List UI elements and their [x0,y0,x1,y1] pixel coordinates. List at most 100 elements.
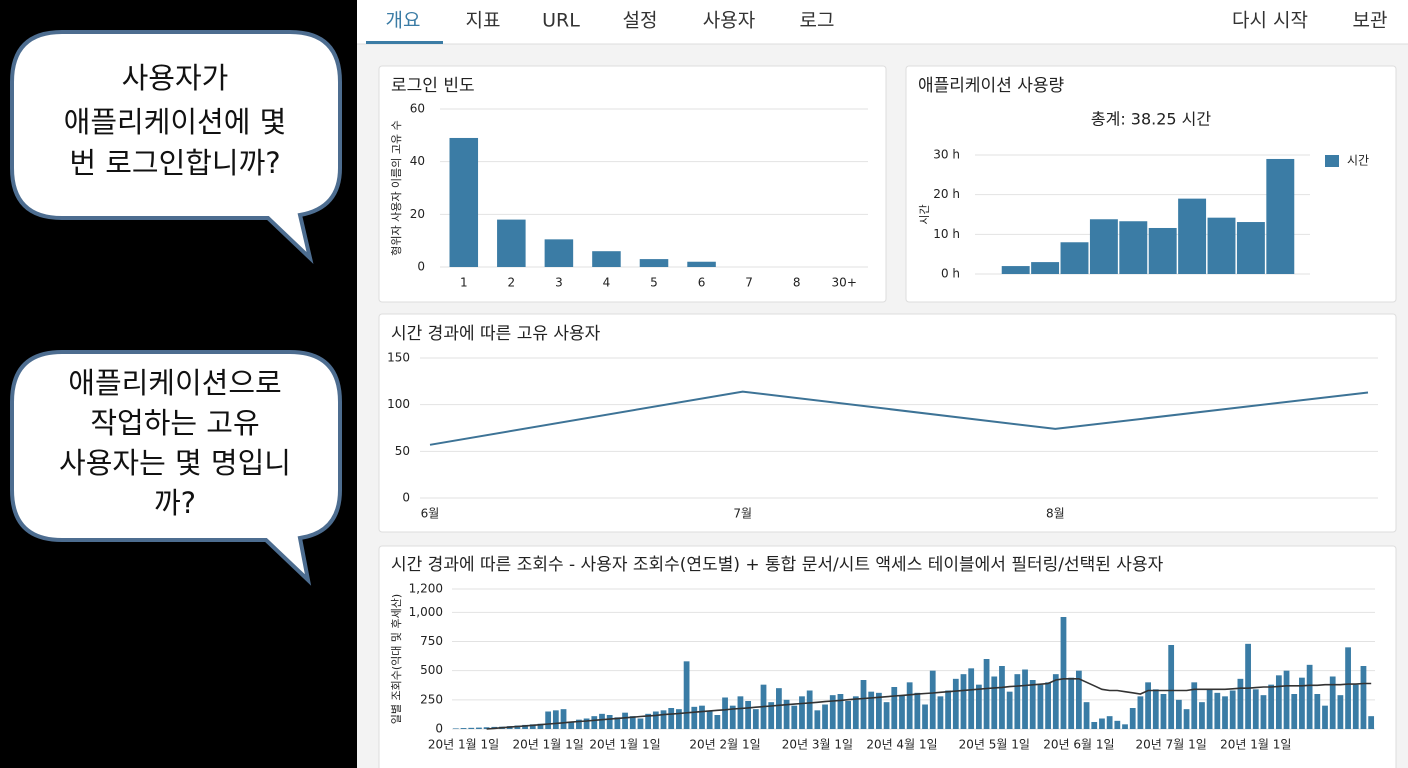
bar [639,259,669,267]
bar [937,696,944,729]
bar [1052,674,1059,729]
bar [1236,222,1265,274]
bar [883,702,890,729]
bar [783,699,790,729]
bar [975,684,982,729]
bar [1068,677,1075,729]
x-tick-label: 1 [460,276,468,290]
x-tick-label: 7월 [733,507,752,521]
x-tick-label: 8 [793,276,801,290]
x-tick-label: 20년 1월 1일 [1220,738,1291,752]
speech-bubble [10,30,342,265]
x-tick-label: 6월 [421,507,440,521]
bar [545,711,552,729]
x-tick-label: 5 [650,276,658,290]
callout-text: 사용자가 [122,61,229,95]
x-tick-label: 20년 1월 1일 [589,738,660,752]
bar [687,261,716,267]
y-tick-label: 30 h [933,148,960,162]
bar [1207,217,1236,274]
y-tick-label: 1,000 [409,605,443,619]
x-tick-label: 20년 6월 1일 [1043,738,1114,752]
chart-title: 시간 경과에 따른 고유 사용자 [391,324,601,344]
bar [1191,682,1198,729]
bar [1352,684,1359,729]
bar [592,251,621,267]
bar [960,674,967,729]
bar [1119,221,1148,274]
x-tick-label: 20년 1월 1일 [428,738,499,752]
bar [622,712,628,729]
bar [822,704,828,729]
bar [1306,664,1313,729]
bar [1145,682,1151,729]
bar [1089,219,1118,274]
bar [699,705,705,729]
bar [1129,708,1136,729]
bar [452,728,459,729]
y-tick-label: 250 [420,692,443,706]
bar [922,704,928,729]
bar [537,723,544,729]
bar [483,727,490,729]
bar [806,690,813,729]
card [378,545,1397,768]
y-tick-label: 50 [395,444,410,458]
x-tick-label: 3 [555,276,563,290]
bar [1178,198,1207,274]
bar [1114,720,1121,729]
bar [1337,695,1344,729]
bar [599,713,605,729]
bar [752,709,759,729]
nav-action[interactable]: 다시 시작 [1232,10,1308,32]
y-tick-label: 0 h [941,267,960,281]
bar [1214,692,1221,729]
bar [1183,709,1190,729]
bar [652,711,659,729]
bar [691,706,698,729]
bar [1268,684,1275,729]
nav-tab[interactable]: 지표 [466,10,501,32]
nav-action[interactable]: 보관 [1353,10,1388,32]
y-tick-label: 0 [402,491,410,505]
x-tick-label: 2 [508,276,516,290]
bar [552,710,559,729]
active-tab-indicator [366,41,443,44]
bar [1222,696,1228,729]
bar [606,715,613,729]
nav-tab[interactable]: 사용자 [703,10,755,32]
bar [1329,676,1336,729]
bar [1122,724,1128,729]
bar [1045,682,1051,729]
x-tick-label: 20년 1월 1일 [512,738,583,752]
bar [1229,690,1236,729]
bar [1291,694,1298,729]
bar [1322,705,1328,729]
nav-tab[interactable]: 로그 [800,10,835,32]
callout-text: 번 로그인합니까? [69,146,280,180]
bar [449,137,479,267]
bar [945,690,951,729]
nav-tab[interactable]: 개요 [386,10,421,32]
nav-tab[interactable]: URL [542,10,580,32]
card [378,313,1397,533]
bar [668,708,675,729]
x-tick-label: 20년 7월 1일 [1136,738,1207,752]
bar [968,668,975,729]
bar [1148,227,1177,274]
bar [852,696,859,729]
bar [737,696,744,729]
x-tick-label: 6 [698,276,706,290]
bar [906,682,913,729]
y-tick-label: 100 [387,397,410,411]
bar [1152,689,1159,729]
y-tick-label: 150 [387,351,410,365]
chart-title: 로그인 빈도 [391,76,475,96]
bar [999,666,1005,729]
nav-tab[interactable]: 설정 [623,10,658,32]
bar [1266,158,1295,274]
y-axis-label: 일별 조회수(익대 및 후세산) [389,594,403,724]
legend-swatch [1325,155,1339,167]
